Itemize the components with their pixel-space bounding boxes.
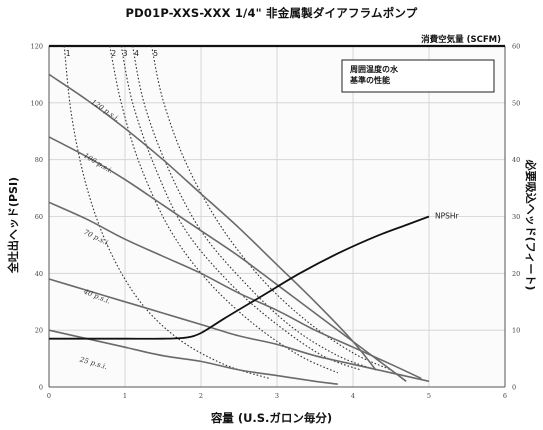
pressure-curve-1 [48,136,407,382]
y-tick-right-label: 0 [512,384,516,392]
air-curve-label-4: 4 [134,49,139,58]
y-tick-left-label: 100 [31,99,43,107]
performance-note-box [341,59,495,93]
pressure-curve-0 [48,73,377,371]
air-consumption-label: 消費空気量 (SCFM) [421,34,501,45]
pressure-curve-4 [48,329,338,385]
y-tick-left-label: 120 [31,43,43,51]
x-axis-label: 容量 (U.S.ガロン毎分) [210,411,333,425]
performance-note-line-2: 基準の性能 [349,75,390,85]
x-tick-label: 6 [503,392,507,400]
pressure-curve-3 [48,278,430,383]
y-tick-left-label: 0 [39,384,43,392]
air-curve-label-1: 1 [66,49,71,58]
air-curve-label-5: 5 [153,49,158,58]
y-tick-right-label: 30 [512,213,520,221]
y-tick-right-label: 10 [512,327,520,335]
x-tick-label: 0 [47,392,51,400]
x-tick-label: 1 [123,392,127,400]
air-curve-1 [63,45,270,380]
chart-title: PD01P-XXS-XXX 1/4" 非金属製ダイアフラムポンプ [125,6,418,20]
x-tick-label: 4 [351,392,355,400]
air-curve-3 [120,45,361,371]
performance-note-line-1: 周囲温度の水 [350,64,399,74]
npsh-curve-label: NPSHr [435,212,460,221]
air-curve-label-2: 2 [111,49,116,58]
x-tick-label: 5 [427,392,431,400]
y-tick-right-label: 50 [512,99,520,107]
y-tick-left-label: 60 [35,213,43,221]
y-tick-right-label: 40 [512,156,520,164]
y-tick-right-label: 20 [512,270,520,278]
air-curve-4 [132,45,376,371]
x-tick-label: 3 [275,392,279,400]
y-tick-left-label: 40 [35,270,43,278]
pressure-curve-2 [48,201,422,380]
air-curve-label-3: 3 [123,49,128,58]
y-tick-left-label: 20 [35,327,43,335]
air-curve-2 [109,45,339,374]
npsh-curve [48,215,430,340]
y-tick-right-label: 60 [512,43,520,51]
air-curve-5 [151,45,392,371]
y-tick-left-label: 80 [35,156,43,164]
x-tick-label: 2 [199,392,203,400]
